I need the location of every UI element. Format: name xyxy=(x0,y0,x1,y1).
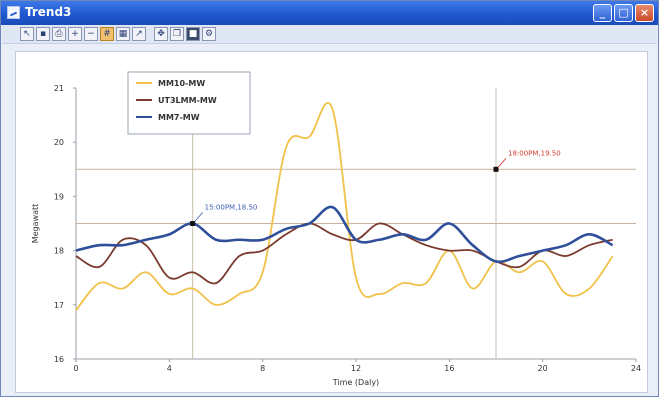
series-line-1 xyxy=(75,101,614,311)
x-tick-label: 20 xyxy=(538,364,548,373)
legend-label-1: MM10-MW xyxy=(158,79,205,88)
crosshair-marker-1 xyxy=(190,221,196,226)
crosshair-leader-2 xyxy=(497,158,507,168)
legend[interactable]: MM10-MW UT3LMM-MW MM7-MW xyxy=(127,71,251,135)
save-button[interactable]: ▪ xyxy=(36,27,50,41)
series-line-3 xyxy=(75,205,614,264)
crosshair-label-2: 18:00PM,19.50 xyxy=(508,149,561,157)
settings-button[interactable]: ⚙ xyxy=(202,27,216,41)
x-tick-label: 24 xyxy=(631,364,641,373)
y-tick-label: 17 xyxy=(54,301,64,310)
chart-panel: 16 17 18 19 20 21 0 4 8 12 16 20 24 Time (Daly) Megawa… xyxy=(15,51,648,393)
title-bar[interactable]: Trend3 _ □ × xyxy=(1,1,658,25)
marker-button[interactable]: ■ xyxy=(186,27,200,41)
y-tick-label: 16 xyxy=(54,355,64,364)
y-tick-label: 20 xyxy=(54,138,64,147)
grid-button[interactable]: # xyxy=(100,27,114,41)
x-tick-label: 16 xyxy=(444,364,454,373)
chart-toolbar: ↖ ▪ ⎙ + − # ▦ ↗ ✥ ❐ ■ ⚙ xyxy=(2,25,657,44)
series-line-2 xyxy=(75,222,613,285)
x-tick-label: 0 xyxy=(73,364,78,373)
x-tick-label: 8 xyxy=(260,364,265,373)
crosshair-label-1: 15:00PM,18.50 xyxy=(205,204,258,212)
trend-app-icon xyxy=(7,6,20,19)
copy-button[interactable]: ❐ xyxy=(170,27,184,41)
close-button[interactable]: × xyxy=(635,4,654,22)
y-tick-label: 19 xyxy=(54,192,64,201)
zoom-out-button[interactable]: − xyxy=(84,27,98,41)
legend-label-2: UT3LMM-MW xyxy=(158,96,217,105)
export-button[interactable]: ↗ xyxy=(132,27,146,41)
maximize-button[interactable]: □ xyxy=(614,4,633,22)
x-axis-label: Time (Daly) xyxy=(332,378,379,387)
crosshair-marker-2 xyxy=(493,166,499,172)
zoom-in-button[interactable]: + xyxy=(68,27,82,41)
minimize-button[interactable]: _ xyxy=(593,4,612,22)
trend-chart[interactable]: 16 17 18 19 20 21 0 4 8 12 16 20 24 Time (Daly) Megawa… xyxy=(16,52,647,392)
cursor-tool-button[interactable]: ↖ xyxy=(20,27,34,41)
y-axis-label: Megawatt xyxy=(31,204,40,244)
x-tick-label: 12 xyxy=(351,364,361,373)
x-tick-label: 4 xyxy=(167,364,172,373)
y-tick-label: 21 xyxy=(54,84,64,93)
legend-label-3: MM7-MW xyxy=(158,113,200,122)
y-tick-label: 18 xyxy=(54,247,64,256)
pan-button[interactable]: ✥ xyxy=(154,27,168,41)
window-title: Trend3 xyxy=(25,5,72,19)
table-button[interactable]: ▦ xyxy=(116,27,130,41)
crosshair-leader-1 xyxy=(194,212,203,222)
print-button[interactable]: ⎙ xyxy=(52,27,66,41)
